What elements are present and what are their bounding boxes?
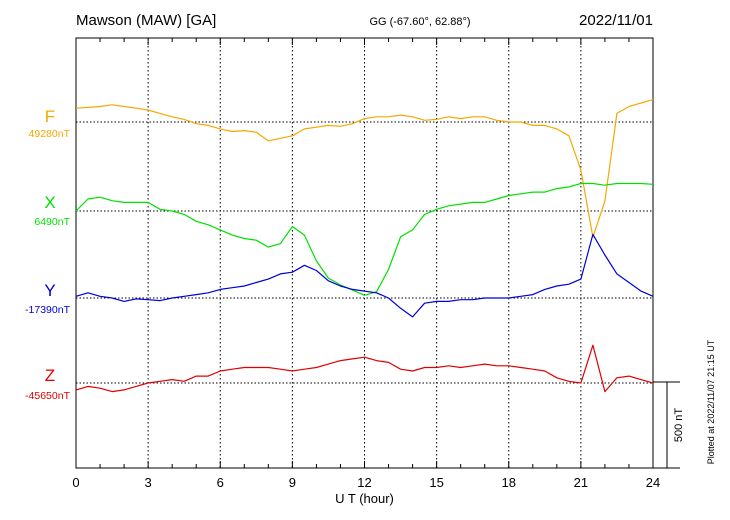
grid: [147, 38, 582, 468]
x-tick-label-6: 6: [217, 475, 224, 490]
series-name-x: X: [44, 193, 55, 212]
axis-ticks: [75, 38, 654, 468]
series-line-f: [75, 99, 654, 238]
x-tick-label-24: 24: [646, 475, 660, 490]
station-coordinates: GG (-67.60°, 62.88°): [369, 16, 470, 28]
x-axis-label: U T (hour): [335, 491, 394, 506]
series-name-f: F: [45, 107, 55, 126]
scale-bar-label: 500 nT: [673, 408, 685, 443]
series-line-x: [75, 182, 654, 296]
series-labels: F 49280nT X 6490nT Y -17390nT Z -45650nT: [25, 107, 71, 402]
plotted-at-note: Plotted at 2022/11/07 21:15 UT: [706, 339, 716, 464]
x-tick-label-15: 15: [429, 475, 443, 490]
x-tick-label-18: 18: [502, 475, 516, 490]
series-line-y: [75, 233, 654, 318]
series-line-z: [75, 344, 654, 393]
series-name-z: Z: [45, 366, 55, 385]
x-tick-labels: 0 3 6 9 12 15 18 21 24: [72, 475, 660, 490]
x-tick-label-0: 0: [72, 475, 79, 490]
x-tick-label-3: 3: [145, 475, 152, 490]
scale-bar: 500 nT: [653, 381, 685, 469]
series-baseline-label-z: -45650nT: [25, 390, 71, 402]
x-tick-label-12: 12: [357, 475, 371, 490]
series-baseline-label-y: -17390nT: [25, 304, 71, 316]
series-baseline-label-x: 6490nT: [34, 216, 70, 228]
x-tick-label-21: 21: [574, 475, 588, 490]
series-name-y: Y: [44, 281, 55, 300]
series-baseline-label-f: 49280nT: [29, 128, 71, 140]
x-tick-label-9: 9: [289, 475, 296, 490]
series-lines: [75, 99, 654, 393]
plot-date: 2022/11/01: [579, 12, 653, 29]
station-title: Mawson (MAW) [GA]: [76, 12, 216, 29]
baselines: [76, 121, 653, 384]
